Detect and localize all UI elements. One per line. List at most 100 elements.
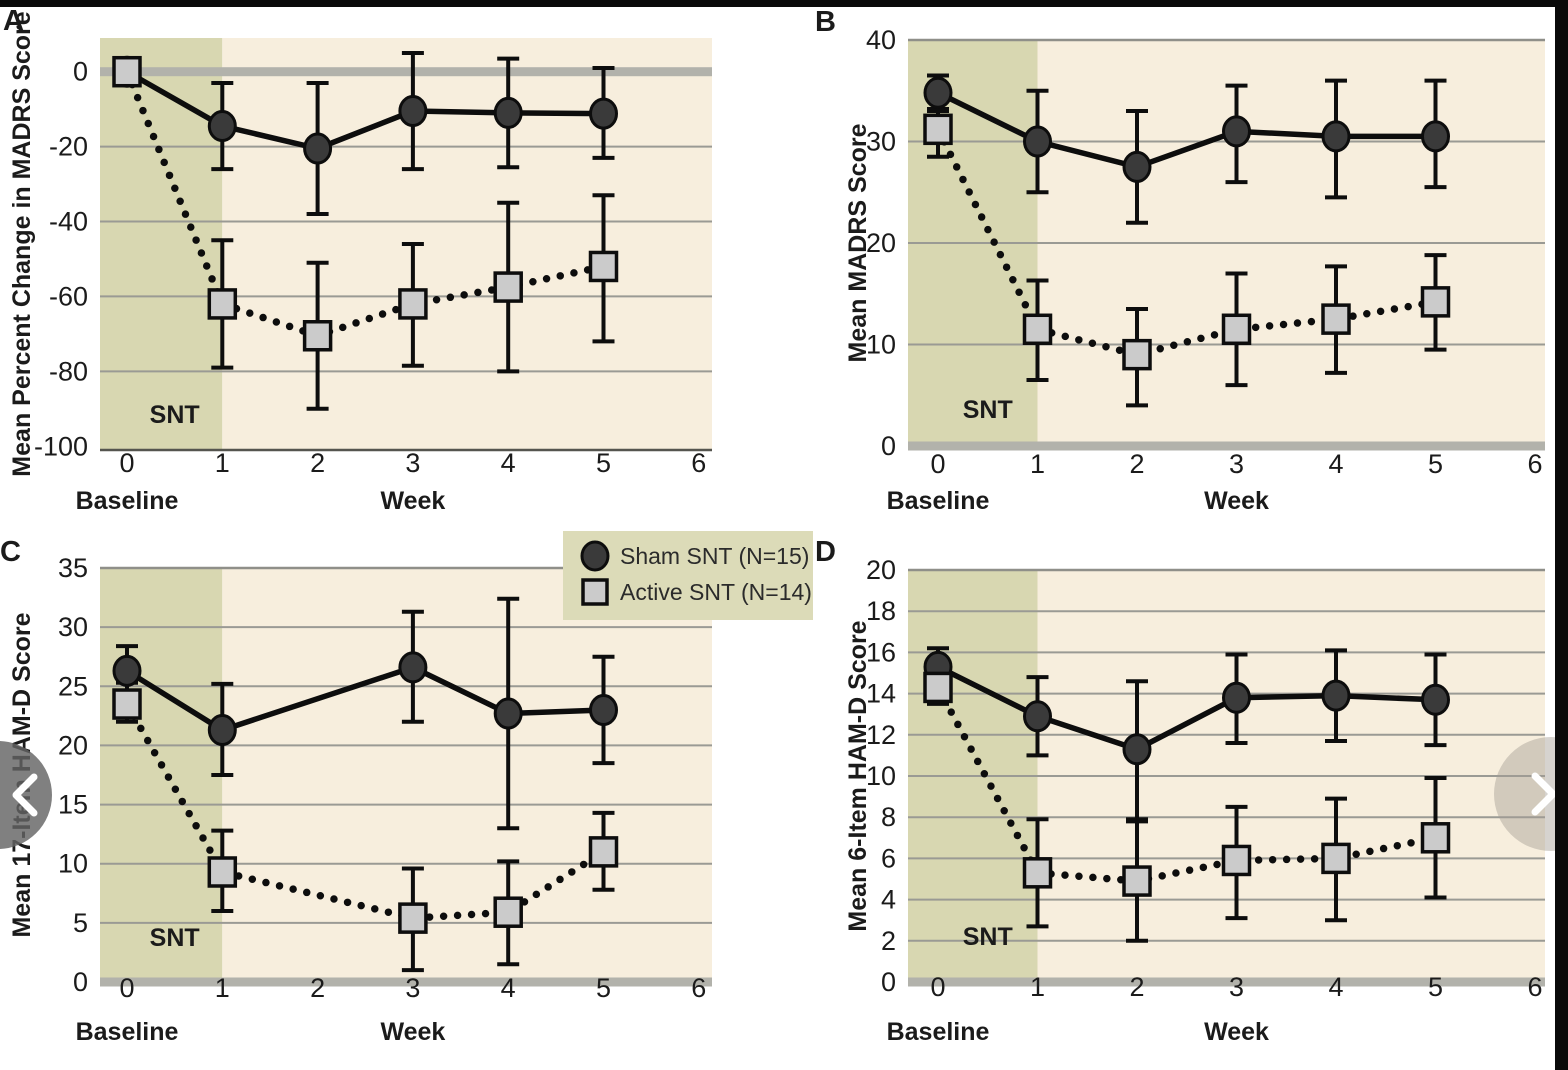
y-tick-label: 14 bbox=[866, 679, 896, 709]
sham-snt-line bbox=[936, 664, 1436, 753]
active-snt-line bbox=[934, 683, 1440, 885]
active-data-point bbox=[1122, 338, 1152, 371]
y-tick-label: -20 bbox=[49, 132, 88, 162]
sham-data-point bbox=[1421, 683, 1450, 716]
sham-data-point bbox=[398, 651, 428, 684]
snt-region-label: SNT bbox=[150, 401, 200, 429]
sham-data-point bbox=[1321, 120, 1351, 153]
legend: Sham SNT (N=15) Active SNT (N=14) bbox=[563, 531, 813, 620]
active-data-point bbox=[1022, 857, 1053, 889]
y-tick-label: 0 bbox=[73, 57, 88, 87]
x-tick-label: 2 bbox=[1129, 972, 1144, 1002]
x-tick-label: 2 bbox=[310, 973, 325, 1003]
active-data-point bbox=[1321, 842, 1351, 875]
y-tick-label: -100 bbox=[34, 431, 88, 461]
panel-label-d: D bbox=[815, 536, 836, 568]
panel-label-c: C bbox=[0, 536, 21, 568]
panel-C-chart: SNT353025201510500123456BaselineWeekMean… bbox=[8, 553, 713, 1046]
active-data-point bbox=[588, 836, 619, 868]
active-data-point bbox=[1122, 865, 1152, 897]
week-axis-label: Week bbox=[380, 1018, 445, 1046]
week-axis-label: Week bbox=[1204, 1018, 1269, 1046]
active-data-point bbox=[112, 688, 142, 720]
x-tick-label: 3 bbox=[1229, 449, 1244, 479]
active-snt-line bbox=[123, 67, 608, 340]
active-snt-line bbox=[934, 125, 1440, 359]
sham-data-point bbox=[1023, 700, 1052, 733]
sham-data-point bbox=[112, 654, 142, 687]
chevron-left-icon bbox=[12, 773, 38, 817]
x-tick-label: 0 bbox=[930, 972, 945, 1002]
active-data-point bbox=[1420, 822, 1451, 854]
x-tick-label: 1 bbox=[215, 448, 230, 478]
sham-data-point bbox=[303, 132, 333, 165]
baseline-axis-label: Baseline bbox=[76, 487, 179, 515]
panel-A-chart: SNT 0 -20 -40 -60 -80 -100 0 1 2 3 4 5 6 Baseline Week M… bbox=[8, 11, 713, 515]
active-data-point bbox=[1221, 313, 1252, 346]
x-tick-label: 4 bbox=[1328, 449, 1343, 479]
y-tick-label: 8 bbox=[881, 802, 896, 832]
x-tick-label: 1 bbox=[1030, 972, 1045, 1002]
x-tick-label: 6 bbox=[691, 448, 706, 478]
x-tick-label: 4 bbox=[501, 973, 516, 1003]
sham-data-point bbox=[207, 714, 237, 747]
sham-data-point bbox=[1023, 125, 1052, 158]
y-axis-title: Mean Percent Change in MADRS Score bbox=[8, 11, 36, 476]
y-tick-label: 4 bbox=[881, 885, 896, 915]
active-data-point bbox=[302, 320, 333, 352]
zero-line-bar bbox=[100, 67, 712, 77]
sham-data-point bbox=[923, 76, 953, 109]
sham-snt-line bbox=[936, 90, 1436, 170]
active-data-point bbox=[1321, 303, 1351, 335]
y-tick-label: 10 bbox=[866, 330, 896, 360]
y-tick-label: -80 bbox=[49, 356, 88, 386]
sham-data-point bbox=[493, 96, 523, 129]
active-data-point bbox=[398, 288, 428, 320]
active-data-point bbox=[493, 896, 523, 928]
y-tick-label: 35 bbox=[58, 553, 88, 583]
legend-item-sham-label: Sham SNT (N=15) bbox=[620, 543, 809, 569]
active-data-point bbox=[588, 250, 619, 283]
active-data-point bbox=[207, 856, 238, 888]
legend-active-square-icon bbox=[581, 578, 609, 606]
top-frame-bar bbox=[0, 0, 1568, 7]
active-data-point bbox=[1221, 844, 1252, 877]
sham-data-point bbox=[1222, 115, 1251, 148]
y-tick-label: 20 bbox=[866, 228, 896, 258]
sham-data-point bbox=[589, 97, 618, 130]
y-tick-label: 12 bbox=[866, 720, 896, 750]
x-tick-label: 6 bbox=[1527, 449, 1542, 479]
right-frame-bar bbox=[1555, 0, 1568, 1070]
y-tick-label: 30 bbox=[866, 127, 896, 157]
sham-data-point bbox=[1122, 733, 1152, 766]
plot-background bbox=[222, 38, 713, 450]
x-tick-label: 1 bbox=[215, 973, 230, 1003]
x-tick-label: 3 bbox=[405, 448, 420, 478]
snt-shaded-region bbox=[100, 568, 223, 982]
active-data-point bbox=[207, 288, 238, 320]
week-axis-label: Week bbox=[380, 487, 445, 515]
x-tick-label: 3 bbox=[1229, 972, 1244, 1002]
y-tick-label: 16 bbox=[866, 637, 896, 667]
week-axis-label: Week bbox=[1204, 487, 1269, 515]
active-data-point bbox=[398, 902, 428, 934]
panel-label-b: B bbox=[815, 6, 836, 38]
x-tick-label: 4 bbox=[501, 448, 516, 478]
sham-data-point bbox=[398, 95, 428, 128]
active-data-point bbox=[923, 671, 953, 704]
x-tick-label: 0 bbox=[119, 448, 134, 478]
y-tick-label: 10 bbox=[58, 849, 88, 879]
sham-data-point bbox=[207, 110, 237, 143]
y-tick-label: -40 bbox=[49, 207, 88, 237]
active-data-point bbox=[923, 113, 953, 146]
baseline-axis-label: Baseline bbox=[887, 487, 990, 515]
y-tick-label: 0 bbox=[881, 967, 896, 997]
y-tick-label: 20 bbox=[58, 730, 88, 760]
plot-background bbox=[222, 568, 713, 982]
x-tick-label: 1 bbox=[1030, 449, 1045, 479]
y-axis-title: Mean MADRS Score bbox=[844, 123, 872, 362]
y-tick-label: 2 bbox=[881, 926, 896, 956]
x-tick-label: 4 bbox=[1328, 972, 1343, 1002]
